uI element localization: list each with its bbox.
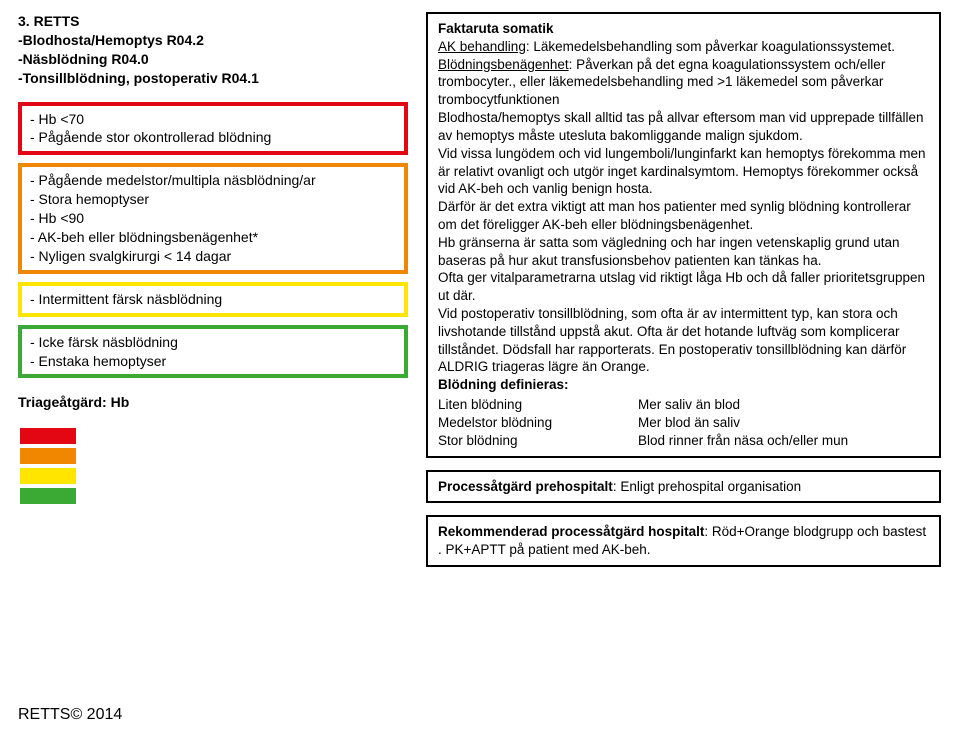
doc-number: 3.: [18, 13, 30, 29]
ak-label: AK behandling: [438, 39, 526, 54]
fakta-body: Vid postoperativ tonsillblödning, som of…: [438, 305, 929, 376]
swatch-yellow: [20, 468, 76, 484]
color-swatches: [20, 428, 408, 504]
triage-box-green: - Icke färsk näsblödning- Enstaka hemopt…: [18, 325, 408, 379]
table-row: Stor blödningBlod rinner från näsa och/e…: [438, 432, 929, 450]
swatch-green: [20, 488, 76, 504]
def-term: Medelstor blödning: [438, 414, 638, 432]
header-line: -Näsblödning R04.0: [18, 50, 408, 69]
triage-line: - Pågående medelstor/multipla näsblödnin…: [30, 171, 396, 190]
triage-line: - Enstaka hemoptyser: [30, 352, 396, 371]
table-row: Liten blödningMer saliv än blod: [438, 396, 929, 414]
ak-text: : Läkemedelsbehandling som påverkar koag…: [526, 39, 895, 54]
triage-line: - Hb <90: [30, 209, 396, 228]
header-line: -Blodhosta/Hemoptys R04.2: [18, 31, 408, 50]
footer-copyright: RETTS© 2014: [18, 706, 122, 724]
fakta-body: Blodhosta/hemoptys skall alltid tas på a…: [438, 109, 929, 145]
header-line: -Tonsillblödning, postoperativ R04.1: [18, 69, 408, 88]
process-hospitalt-label: Rekommenderad processåtgärd hospitalt: [438, 524, 704, 539]
process-prehospital-label: Processåtgärd prehospitalt: [438, 479, 613, 494]
def-title: Blödning definieras:: [438, 376, 929, 394]
triage-line: - Intermittent färsk näsblödning: [30, 290, 396, 309]
triage-line: - Pågående stor okontrollerad blödning: [30, 128, 396, 147]
triage-box-red: - Hb <70- Pågående stor okontrollerad bl…: [18, 102, 408, 156]
swatch-red: [20, 428, 76, 444]
triage-line: - Nyligen svalgkirurgi < 14 dagar: [30, 247, 396, 266]
triage-boxes: - Hb <70- Pågående stor okontrollerad bl…: [18, 102, 408, 379]
triage-line: - Hb <70: [30, 110, 396, 129]
swatch-orange: [20, 448, 76, 464]
triage-line: - Icke färsk näsblödning: [30, 333, 396, 352]
def-term: Stor blödning: [438, 432, 638, 450]
process-hospitalt-box: Rekommenderad processåtgärd hospitalt: R…: [426, 515, 941, 567]
definition-table: Liten blödningMer saliv än blodMedelstor…: [438, 396, 929, 449]
triage-box-yellow: - Intermittent färsk näsblödning: [18, 282, 408, 317]
triage-line: - Stora hemoptyser: [30, 190, 396, 209]
fakta-body: Hb gränserna är satta som vägledning och…: [438, 234, 929, 270]
fakta-body: Vid vissa lungödem och vid lungemboli/lu…: [438, 145, 929, 198]
process-prehospital-box: Processåtgärd prehospitalt: Enligt preho…: [426, 470, 941, 504]
fakta-title: Faktaruta somatik: [438, 20, 929, 38]
table-row: Medelstor blödningMer blod än saliv: [438, 414, 929, 432]
triage-box-orange: - Pågående medelstor/multipla näsblödnin…: [18, 163, 408, 273]
triage-action-label: Triageåtgärd: Hb: [18, 394, 408, 410]
def-desc: Mer saliv än blod: [638, 396, 929, 414]
triage-line: - AK-beh eller blödningsbenägenhet*: [30, 228, 396, 247]
def-desc: Blod rinner från näsa och/eller mun: [638, 432, 929, 450]
def-desc: Mer blod än saliv: [638, 414, 929, 432]
fakta-body: Ofta ger vitalparametrarna utslag vid ri…: [438, 269, 929, 305]
fakta-body: Därför är det extra viktigt att man hos …: [438, 198, 929, 234]
left-column: 3. RETTS -Blodhosta/Hemoptys R04.2 -Näsb…: [18, 12, 408, 579]
right-column: Faktaruta somatik AK behandling: Läkemed…: [426, 12, 941, 579]
def-term: Liten blödning: [438, 396, 638, 414]
document-header: 3. RETTS -Blodhosta/Hemoptys R04.2 -Näsb…: [18, 12, 408, 88]
doc-title: RETTS: [34, 13, 80, 29]
blod-line: Blödningsbenägenhet: Påverkan på det egn…: [438, 56, 929, 109]
process-prehospital-text: : Enligt prehospital organisation: [613, 479, 801, 494]
ak-line: AK behandling: Läkemedelsbehandling som …: [438, 38, 929, 56]
blod-label: Blödningsbenägenhet: [438, 57, 569, 72]
fakta-box: Faktaruta somatik AK behandling: Läkemed…: [426, 12, 941, 458]
